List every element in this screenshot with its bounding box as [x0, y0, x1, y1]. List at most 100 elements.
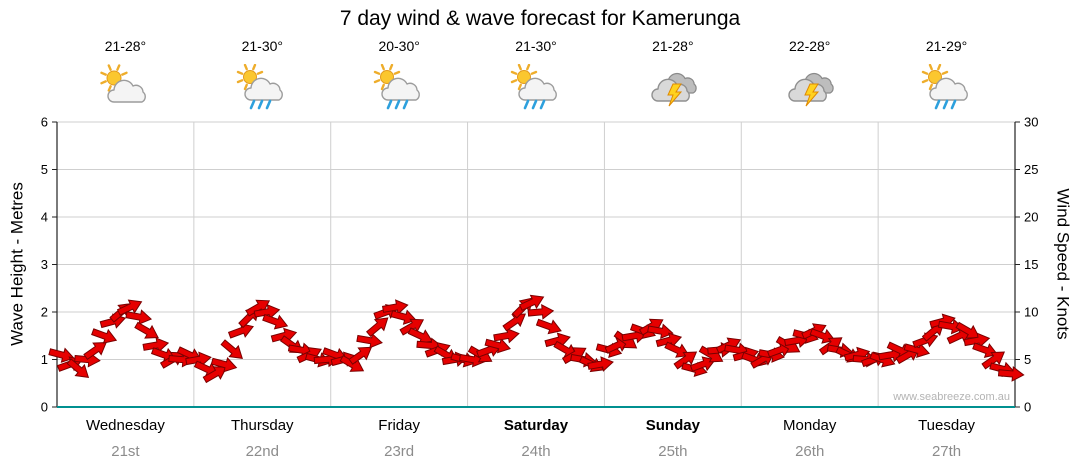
day-name: Saturday: [503, 417, 569, 434]
day-name: Friday: [378, 417, 420, 434]
sun-core: [517, 70, 531, 84]
temp-range: 21-29°: [925, 38, 968, 54]
wind-arrow: [997, 366, 1025, 382]
weather-icon-box: [98, 64, 152, 112]
wind-arrow: [83, 342, 107, 361]
cloud-shape: [381, 77, 421, 101]
raindrop: [523, 99, 530, 110]
cloud-shape: [107, 79, 147, 103]
raindrop: [539, 99, 546, 110]
wind-arrow: [262, 313, 289, 330]
wind-arrow: [647, 323, 674, 340]
left-tick-label: 3: [41, 257, 48, 272]
wind-arrow: [518, 294, 545, 311]
wind-arrow: [673, 351, 698, 370]
lightning-bolt: [667, 83, 682, 107]
temp-range: 21-28°: [652, 38, 694, 54]
day-date: 21st: [111, 443, 140, 460]
left-tick-label: 0: [41, 400, 48, 415]
wind-arrow: [972, 342, 999, 358]
wind-arrow: [227, 323, 254, 339]
wind-arrow: [527, 303, 555, 320]
sun-core: [927, 70, 942, 84]
wind-arrow: [937, 318, 965, 335]
wind-arrow: [202, 366, 228, 384]
raindrop: [942, 99, 948, 110]
wind-arrow: [390, 309, 417, 325]
left-tick-label: 1: [41, 352, 48, 367]
day-name: Tuesday: [918, 417, 976, 434]
wind-arrow: [502, 313, 527, 332]
right-tick-label: 30: [1024, 115, 1038, 130]
wind-arrow: [142, 337, 170, 353]
wind-arrow: [253, 303, 281, 320]
raindrop: [394, 99, 401, 110]
weather-icon-box: [783, 64, 837, 112]
weather-icon-box: [235, 63, 289, 112]
day-name: Monday: [783, 417, 837, 434]
wind-arrow: [587, 356, 614, 372]
weather-icon-box: [646, 64, 700, 112]
wind-arrow: [963, 332, 991, 349]
left-tick-label: 5: [41, 162, 48, 177]
temp-range: 21-30°: [515, 38, 557, 54]
raindrop: [257, 99, 264, 110]
page-title: 7 day wind & wave forecast for Kamerunga: [339, 7, 741, 30]
wind-arrow: [348, 346, 373, 365]
cloud-shape: [928, 77, 968, 101]
day-date: 25th: [658, 443, 688, 460]
cloud-shape: [244, 77, 284, 101]
wind-arrow: [655, 332, 683, 348]
sun-core: [106, 70, 122, 86]
sun-cloud-rain-icon: [373, 63, 421, 110]
raindrop: [386, 99, 393, 110]
sun-core: [380, 70, 395, 84]
day-name: Wednesday: [85, 417, 165, 434]
left-tick-label: 6: [41, 115, 48, 130]
wind-arrow: [356, 332, 383, 349]
wind-arrow: [689, 356, 716, 372]
weather-icon-box: [372, 63, 426, 112]
weather-icon-box: [920, 63, 974, 112]
storm-icon: [651, 72, 697, 107]
lightning-bolt: [803, 83, 819, 107]
sun-cloud-icon: [100, 64, 147, 103]
sun-cloud-rain-icon: [921, 63, 968, 110]
wind-arrow: [365, 317, 389, 338]
sun-cloud-rain-icon: [237, 63, 284, 110]
temp-range: 21-28°: [104, 38, 147, 54]
wind-arrow: [981, 351, 1006, 370]
day-date: 22nd: [245, 443, 279, 460]
wind-arrow: [535, 318, 562, 335]
left-tick-label: 2: [41, 305, 48, 320]
wind-arrow: [116, 299, 143, 316]
right-tick-label: 0: [1024, 400, 1031, 415]
day-date: 24th: [521, 443, 551, 460]
wind-arrow: [91, 328, 118, 344]
raindrop: [934, 99, 940, 110]
day-date: 23rd: [384, 443, 415, 460]
right-tick-label: 10: [1024, 305, 1038, 320]
storm-icon: [788, 72, 834, 107]
wind-arrow: [48, 347, 75, 363]
wind-arrow: [134, 321, 159, 339]
right-tick-label: 25: [1024, 162, 1038, 177]
wind-arrow: [210, 357, 238, 373]
raindrop: [249, 99, 256, 110]
raindrop: [950, 99, 956, 110]
temp-range: 20-30°: [378, 38, 420, 54]
left-tick-label: 4: [41, 210, 48, 225]
wind-arrow: [381, 299, 409, 315]
day-name: Thursday: [231, 417, 294, 434]
raindrop: [265, 99, 272, 110]
wind-arrow: [220, 339, 243, 359]
wind-arrow: [185, 351, 212, 368]
wind-arrow: [664, 341, 690, 358]
wind-arrow: [66, 358, 90, 378]
wind-arrow: [270, 327, 298, 344]
wind-arrows: [48, 294, 1025, 384]
day-date: 27th: [931, 443, 962, 460]
weather-icon-box: [509, 63, 563, 112]
